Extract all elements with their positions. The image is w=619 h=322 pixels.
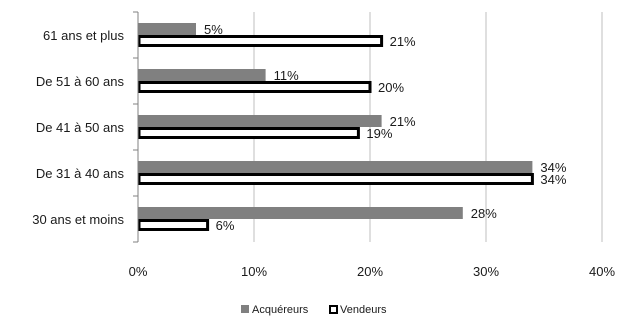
data-label-acquereurs: 21% bbox=[390, 114, 416, 129]
bar-acquereurs bbox=[138, 207, 463, 219]
data-label-acquereurs: 34% bbox=[540, 160, 566, 175]
legend-swatch-vendeurs bbox=[329, 305, 338, 314]
data-label-acquereurs: 28% bbox=[471, 206, 497, 221]
legend: Acquéreurs Vendeurs bbox=[241, 304, 387, 316]
data-label-vendeurs: 34% bbox=[540, 172, 566, 187]
bar-vendeurs bbox=[137, 81, 372, 93]
bar-vendeurs bbox=[137, 127, 360, 139]
bar-vendeurs bbox=[137, 35, 384, 47]
x-tick-label: 30% bbox=[473, 264, 499, 279]
bar-acquereurs bbox=[138, 23, 196, 35]
bar-acquereurs bbox=[138, 161, 533, 173]
legend-swatch-acquereurs bbox=[241, 305, 249, 313]
category-label: 61 ans et plus bbox=[43, 28, 124, 43]
category-label: De 31 à 40 ans bbox=[36, 166, 125, 181]
axes: 0% 10% 20% 30% 40% 61 ans et plus De 51 à 60 a… bbox=[32, 11, 615, 279]
data-label-vendeurs: 20% bbox=[378, 80, 404, 95]
bar-acquereurs bbox=[138, 69, 266, 81]
x-tick-label: 10% bbox=[241, 264, 267, 279]
bar-vendeurs bbox=[137, 219, 210, 231]
x-tick-label: 40% bbox=[589, 264, 615, 279]
category-label: 30 ans et moins bbox=[32, 212, 124, 227]
data-labels: 5%21%11%20%21%19%34%34%28%6% bbox=[204, 22, 567, 233]
bars bbox=[137, 23, 534, 231]
data-label-acquereurs: 5% bbox=[204, 22, 223, 37]
data-label-vendeurs: 19% bbox=[366, 126, 392, 141]
x-tick-label: 0% bbox=[129, 264, 148, 279]
data-label-acquereurs: 11% bbox=[274, 68, 299, 83]
category-label: De 51 à 60 ans bbox=[36, 74, 125, 89]
category-label: De 41 à 50 ans bbox=[36, 120, 125, 135]
bar-vendeurs bbox=[137, 173, 534, 185]
data-label-vendeurs: 21% bbox=[390, 34, 416, 49]
legend-label-acquereurs: Acquéreurs bbox=[252, 304, 309, 316]
legend-label-vendeurs: Vendeurs bbox=[340, 304, 387, 316]
bar-acquereurs bbox=[138, 115, 382, 127]
data-label-vendeurs: 6% bbox=[216, 218, 235, 233]
x-tick-label: 20% bbox=[357, 264, 383, 279]
